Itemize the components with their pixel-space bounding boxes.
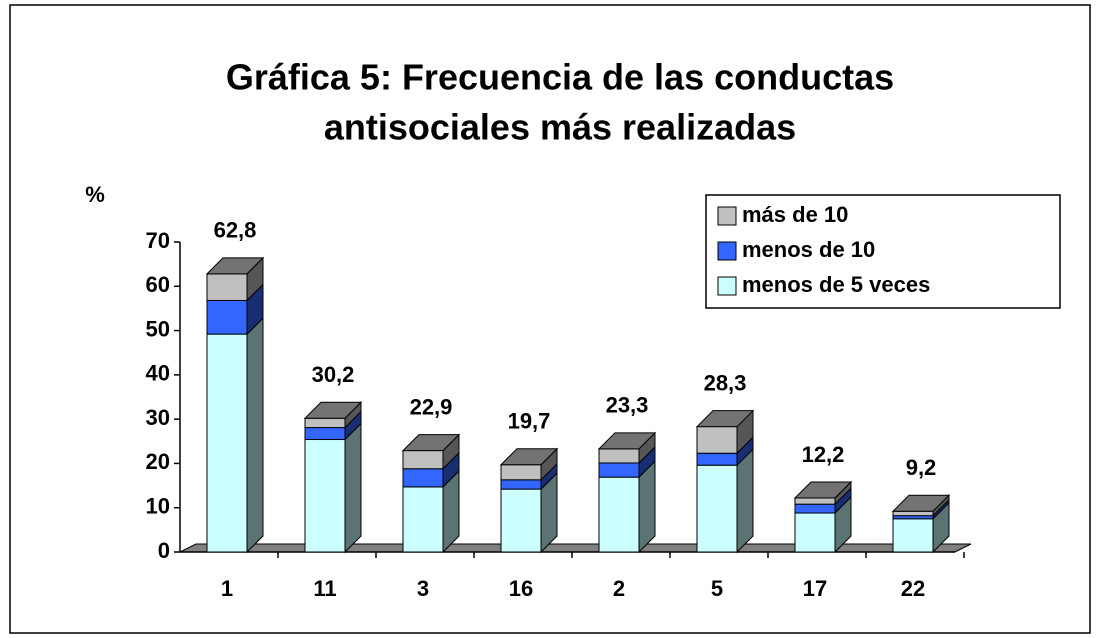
x-tick-label: 22 xyxy=(901,576,925,601)
legend-swatch xyxy=(717,206,737,226)
bar-top xyxy=(303,401,363,419)
bar-segment xyxy=(696,426,738,454)
bar-top xyxy=(401,434,461,452)
legend-box xyxy=(705,194,1061,309)
legend-label: menos de 10 xyxy=(742,237,875,262)
total-label: 23,3 xyxy=(606,393,649,418)
x-tick-label: 5 xyxy=(711,576,723,601)
bar-segment xyxy=(206,273,248,301)
bar-top xyxy=(597,432,657,450)
bar-segment xyxy=(598,448,640,464)
y-tick-label: 0 xyxy=(158,538,170,563)
bar-side xyxy=(344,422,362,554)
x-tick-label: 2 xyxy=(613,576,625,601)
bar-segment xyxy=(892,518,934,553)
bar-segment xyxy=(500,488,542,553)
legend-swatch xyxy=(717,276,737,296)
bar-top xyxy=(793,481,853,499)
x-tick-label: 17 xyxy=(803,576,827,601)
chart-title: Gráfica 5: Frecuencia de las conductas xyxy=(226,57,894,98)
bar-top xyxy=(205,257,265,275)
legend-swatch xyxy=(717,241,737,261)
bar-segment xyxy=(598,476,640,553)
bar-segment xyxy=(304,417,346,429)
total-label: 28,3 xyxy=(704,370,747,395)
bar-top xyxy=(891,494,951,512)
y-tick-label: 10 xyxy=(146,494,170,519)
bar-segment xyxy=(892,510,934,517)
y-axis-label: % xyxy=(85,182,105,207)
bar-segment xyxy=(598,462,640,478)
x-tick-label: 1 xyxy=(221,576,233,601)
floor xyxy=(179,543,972,553)
y-tick-label: 30 xyxy=(146,405,170,430)
bar-segment xyxy=(304,427,346,441)
bar-top xyxy=(695,410,755,428)
bar-segment xyxy=(304,439,346,553)
x-tick-label: 16 xyxy=(509,576,533,601)
legend-label: menos de 5 veces xyxy=(742,272,930,297)
bar-segment xyxy=(206,299,248,335)
total-label: 22,9 xyxy=(410,394,453,419)
bar-segment xyxy=(794,497,836,505)
bar-segment xyxy=(402,468,444,488)
bar-side xyxy=(736,447,754,554)
bar-side xyxy=(246,316,264,554)
y-tick-label: 50 xyxy=(146,316,170,341)
chart-title: antisociales más realizadas xyxy=(324,107,796,148)
y-tick-label: 20 xyxy=(146,449,170,474)
bar-segment xyxy=(402,450,444,470)
bar-segment xyxy=(402,486,444,553)
total-label: 62,8 xyxy=(214,218,257,243)
bar-segment xyxy=(500,479,542,490)
legend-label: más de 10 xyxy=(742,202,848,227)
y-tick-label: 70 xyxy=(146,228,170,253)
bar-segment xyxy=(206,333,248,553)
y-tick-label: 60 xyxy=(146,272,170,297)
bar-segment xyxy=(696,452,738,466)
bar-segment xyxy=(794,503,836,514)
x-tick-label: 11 xyxy=(313,576,336,601)
x-tick-label: 3 xyxy=(417,576,429,601)
y-tick-label: 40 xyxy=(146,361,170,386)
total-label: 19,7 xyxy=(508,409,551,434)
bar-top xyxy=(499,448,559,466)
bar-segment xyxy=(696,464,738,553)
total-label: 9,2 xyxy=(906,455,937,480)
bar-segment xyxy=(500,464,542,481)
total-label: 30,2 xyxy=(312,362,355,387)
total-label: 12,2 xyxy=(802,442,845,467)
bar-segment xyxy=(794,512,836,553)
